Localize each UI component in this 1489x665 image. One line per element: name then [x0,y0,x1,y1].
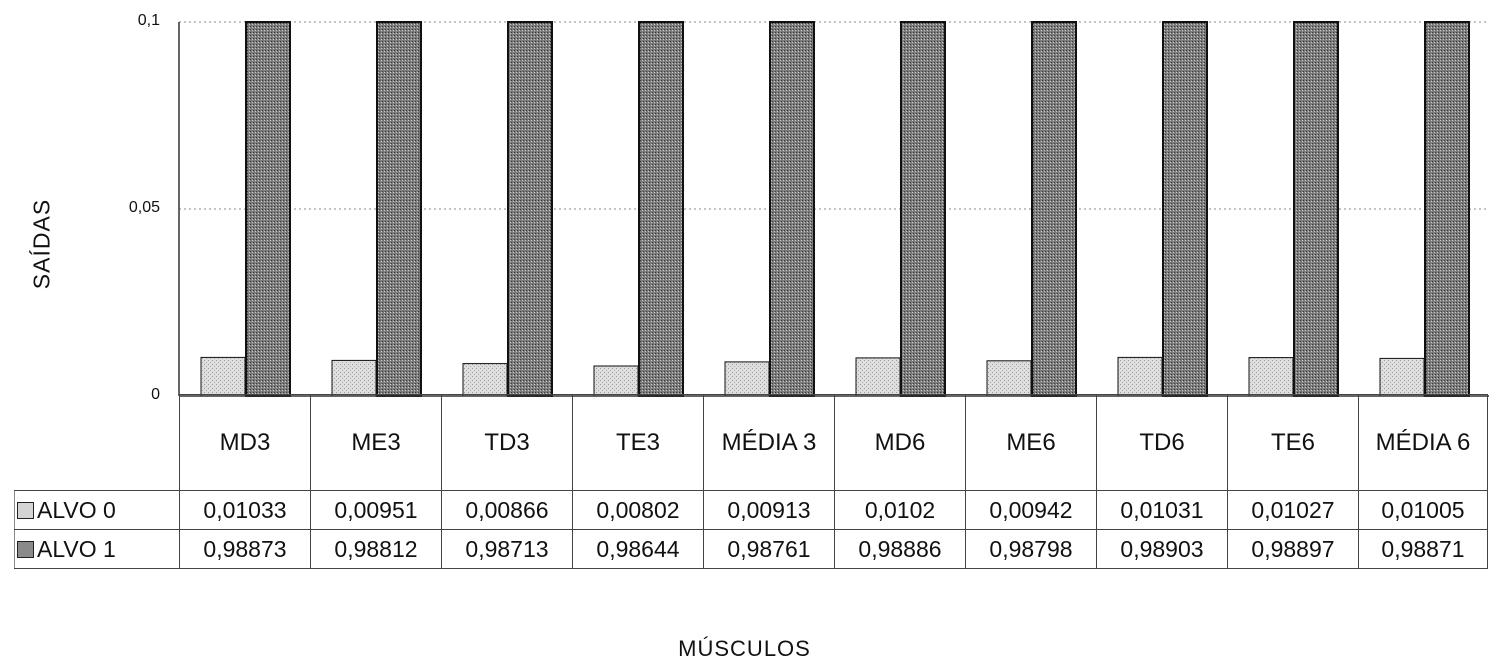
legend-label: ALVO 0 [37,496,116,523]
category-label: ME3 [310,394,442,491]
category-label: TE6 [1227,394,1359,491]
bar-alvo-0 [1379,357,1425,397]
bar-alvo-0 [855,357,901,397]
bar-alvo-1 [1424,21,1470,397]
bar-alvo-1 [638,21,684,397]
bar-alvo-1 [769,21,815,397]
y-axis-label: SAÍDAS [28,198,55,290]
data-value-cell: 0,00951 [310,490,442,530]
category-label: MD3 [179,394,311,491]
data-value-cell: 0,98798 [965,529,1097,569]
data-value-cell: 0,01033 [179,490,311,530]
y-tick-label: 0,1 [137,12,160,29]
bar-alvo-0 [200,356,246,397]
table-corner [15,395,180,491]
y-tick-label: 0,05 [128,199,160,216]
data-table: MD3 ME3 TD3 TE3 MÉDIA 3 MD6 ME6 TD6 TE6 MÉDIA 6 A… [14,394,1488,569]
bar-alvo-0 [724,361,770,397]
bar-alvo-0 [462,363,508,397]
data-value-cell: 0,98713 [441,529,573,569]
x-axis-label: MÚSCULOS [678,636,811,661]
data-value-cell: 0,98761 [703,529,835,569]
legend-swatch [17,540,34,558]
data-value-cell: 0,98897 [1227,529,1359,569]
category-label: MÉDIA 6 [1358,394,1488,491]
category-label: MD6 [834,394,966,491]
data-value-cell: 0,98873 [179,529,311,569]
data-value-cell: 0,00913 [703,490,835,530]
legend-swatch [17,501,34,519]
bar-alvo-0 [986,360,1032,397]
legend-label: ALVO 1 [37,535,116,562]
bar-alvo-0 [1117,356,1163,397]
bar-alvo-1 [1162,21,1208,397]
data-value-cell: 0,98903 [1096,529,1228,569]
data-value-cell: 0,00866 [441,490,573,530]
bar-alvo-1 [900,21,946,397]
legend-entry: ALVO 0 [14,490,180,530]
category-label: TD3 [441,394,573,491]
category-label: TE3 [572,394,704,491]
legend-entry: ALVO 1 [14,529,180,569]
category-label: ME6 [965,394,1097,491]
data-value-cell: 0,98644 [572,529,704,569]
data-value-cell: 0,01005 [1358,490,1488,530]
bar-alvo-0 [331,359,377,397]
bar-alvo-1 [245,21,291,397]
data-value-cell: 0,00802 [572,490,704,530]
data-value-cell: 0,98812 [310,529,442,569]
bar-alvo-0 [1248,357,1294,397]
y-tick-label: 0 [151,386,160,403]
bar-alvo-1 [1293,21,1339,397]
category-label: MÉDIA 3 [703,394,835,491]
bar-alvo-1 [507,21,553,397]
bar-alvo-0 [593,365,639,397]
data-value-cell: 0,01031 [1096,490,1228,530]
data-value-cell: 0,01027 [1227,490,1359,530]
category-label: TD6 [1096,394,1228,491]
data-value-cell: 0,0102 [834,490,966,530]
bar-alvo-1 [376,21,422,397]
bar-alvo-1 [1031,21,1077,397]
data-value-cell: 0,98886 [834,529,966,569]
data-value-cell: 0,00942 [965,490,1097,530]
data-value-cell: 0,98871 [1358,529,1488,569]
